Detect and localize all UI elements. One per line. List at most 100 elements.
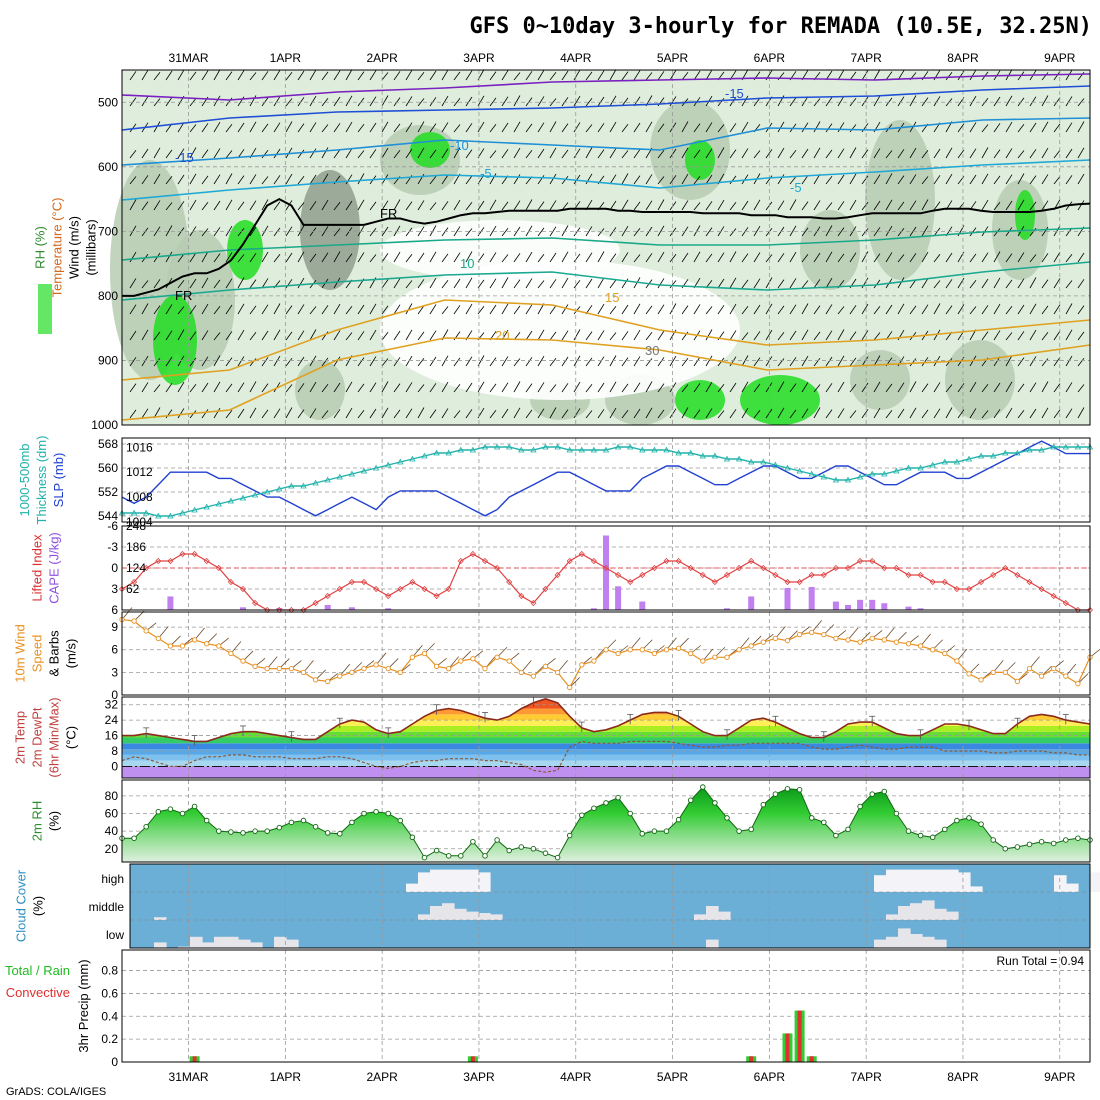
wind-barb bbox=[129, 357, 137, 367]
wind-barb bbox=[297, 123, 305, 133]
wind-barb bbox=[765, 254, 773, 263]
wind-barb bbox=[669, 227, 677, 237]
cloud-cell bbox=[718, 911, 731, 920]
precip-tick: 0.8 bbox=[101, 964, 118, 978]
wind-barb bbox=[333, 303, 341, 315]
wind-barb bbox=[357, 357, 365, 367]
wind-speed-marker bbox=[288, 665, 295, 672]
wind-barb bbox=[549, 200, 557, 211]
wind-barb bbox=[585, 357, 593, 367]
wind-barb bbox=[213, 174, 221, 185]
wind-barb bbox=[501, 277, 509, 289]
lifted-index-marker bbox=[639, 571, 646, 579]
wind-barb bbox=[405, 408, 413, 419]
wind-barb bbox=[309, 174, 317, 185]
wind-barb bbox=[705, 408, 713, 419]
wind-barb bbox=[585, 97, 593, 107]
wind-barb bbox=[981, 410, 989, 419]
wind-barb bbox=[381, 226, 389, 237]
thickness-marker bbox=[711, 452, 719, 459]
footer-credit: GrADS: COLA/IGES bbox=[6, 1086, 106, 1098]
temperature-line bbox=[122, 698, 1091, 743]
wind-barb bbox=[933, 408, 941, 419]
wind-barb bbox=[597, 382, 605, 393]
wind-barb bbox=[225, 173, 233, 185]
wind-barb bbox=[657, 71, 665, 81]
wind-barb bbox=[225, 252, 233, 263]
thickness-marker bbox=[481, 443, 489, 450]
wind-barb bbox=[573, 174, 581, 185]
wind-barb bbox=[513, 72, 521, 81]
wind-barb bbox=[261, 330, 269, 341]
li-axis-label: CAPE (J/kg) bbox=[47, 532, 62, 604]
wind-barb bbox=[333, 228, 341, 237]
wind-barb bbox=[549, 173, 557, 185]
wind-barb bbox=[573, 355, 581, 367]
wind-barb bbox=[141, 96, 149, 107]
wind-speed-marker bbox=[796, 631, 803, 638]
wind-speed-marker bbox=[143, 628, 149, 634]
wind-barb bbox=[297, 383, 305, 393]
wind-barb bbox=[873, 332, 881, 341]
wind-speed-marker bbox=[700, 658, 706, 664]
wind-barb bbox=[381, 200, 389, 211]
wind-barb bbox=[873, 253, 881, 263]
cape-bar bbox=[748, 596, 755, 610]
wind-barb bbox=[441, 69, 449, 81]
wind-barb bbox=[909, 279, 917, 289]
wind-barb bbox=[981, 278, 989, 289]
wind-barb bbox=[717, 97, 725, 107]
wind-barb bbox=[201, 277, 209, 289]
wind-barb bbox=[789, 304, 797, 315]
wind-barb bbox=[369, 149, 377, 159]
wind-speed-marker bbox=[893, 639, 900, 645]
cape-bar bbox=[869, 599, 876, 610]
wind-barb bbox=[801, 148, 809, 159]
cloud-cell bbox=[274, 936, 287, 948]
precip-tick: 0.4 bbox=[101, 1009, 118, 1023]
wind-barb bbox=[1005, 407, 1013, 419]
wind-barb bbox=[273, 122, 281, 133]
wind-barb bbox=[1041, 279, 1049, 289]
cape-bar bbox=[917, 608, 924, 610]
wind-barb bbox=[777, 381, 785, 393]
wind-barb bbox=[597, 330, 605, 341]
wind-barb bbox=[321, 147, 329, 159]
wind-barb bbox=[141, 280, 149, 289]
wind-barb bbox=[717, 410, 725, 419]
wind-barb bbox=[513, 174, 521, 185]
wind-barb bbox=[297, 330, 305, 341]
wind-speed-marker bbox=[748, 643, 754, 649]
wind-barb bbox=[645, 200, 653, 211]
precip-axis-label: 3hr Precip (mm) bbox=[76, 959, 91, 1052]
wind-speed-marker bbox=[627, 647, 633, 653]
wind-barb bbox=[813, 121, 821, 133]
date-tick-bottom: 2APR bbox=[366, 1070, 398, 1084]
wind-barb bbox=[273, 69, 281, 81]
wind-barb bbox=[129, 278, 137, 289]
wind-barb bbox=[849, 331, 857, 341]
cloud-cell bbox=[946, 911, 959, 920]
wind-barb bbox=[537, 280, 545, 289]
rh-marker bbox=[373, 808, 379, 815]
wind-barb bbox=[825, 356, 833, 367]
wind-speed-marker bbox=[312, 677, 319, 683]
wind-barb bbox=[837, 381, 845, 393]
wind-barb bbox=[393, 199, 401, 211]
thickness-marker bbox=[348, 470, 356, 477]
lifted-index-marker bbox=[312, 599, 319, 607]
wind-speed-marker bbox=[470, 656, 476, 662]
wind-barb bbox=[381, 331, 389, 341]
wind-barb bbox=[369, 122, 377, 133]
lifted-index-marker bbox=[832, 564, 839, 572]
wind-barb bbox=[1077, 407, 1085, 419]
wind-barb bbox=[237, 277, 245, 289]
rh-marker bbox=[917, 832, 924, 839]
rh-blob bbox=[685, 140, 715, 180]
wind-barb bbox=[573, 227, 581, 237]
wind-barb bbox=[297, 97, 305, 107]
rh-marker bbox=[421, 854, 428, 861]
wind-barb bbox=[561, 175, 569, 185]
wind-barb bbox=[621, 123, 629, 133]
wind-barb bbox=[969, 253, 977, 263]
